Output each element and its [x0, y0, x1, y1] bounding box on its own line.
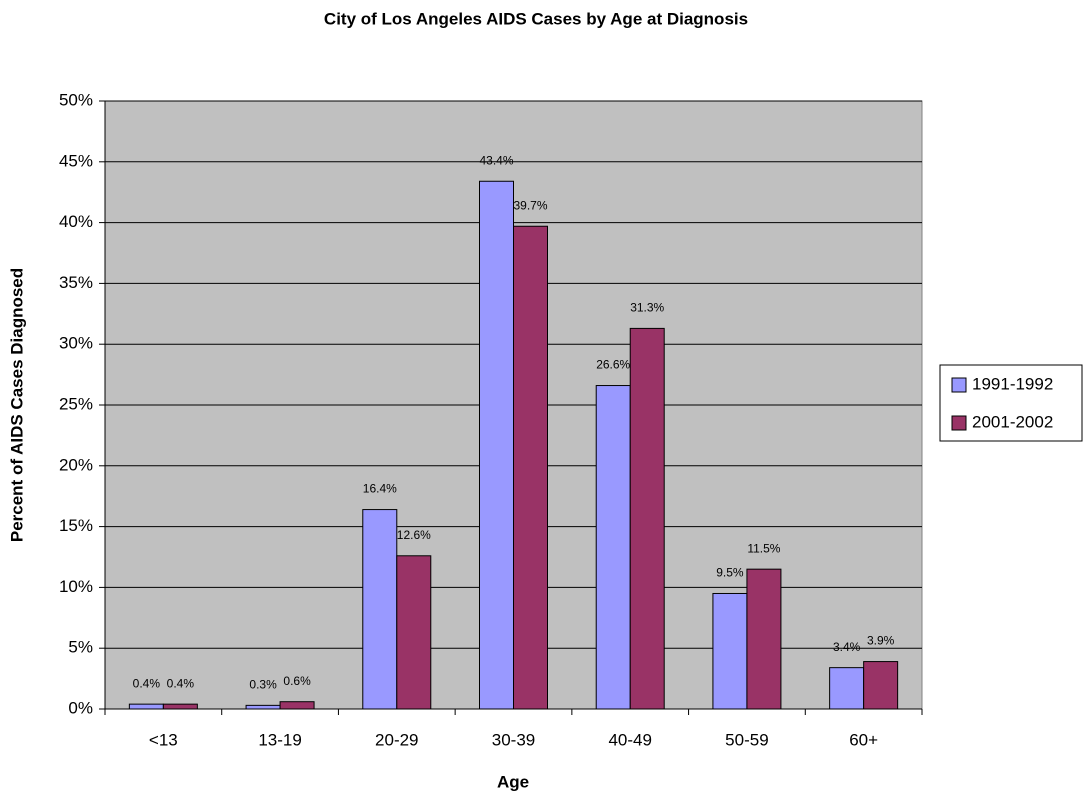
x-tick-label: 20-29 [375, 730, 418, 749]
bar [479, 180, 514, 710]
x-tick-label: 60+ [849, 730, 878, 749]
value-label: 43.4% [479, 153, 513, 167]
bar [513, 225, 548, 710]
bar [279, 701, 315, 710]
value-label: 9.5% [716, 566, 744, 580]
x-tick-label: 40-49 [608, 730, 651, 749]
value-label: 31.3% [630, 301, 664, 315]
bar [829, 667, 865, 710]
y-tick-label: 15% [59, 516, 93, 535]
x-tick-label: 13-19 [258, 730, 301, 749]
x-tick-label: 30-39 [492, 730, 535, 749]
chart-title: City of Los Angeles AIDS Cases by Age at… [324, 9, 748, 28]
legend-swatch [951, 415, 967, 431]
bar [128, 703, 164, 710]
y-axis-label: Percent of AIDS Cases Diagnosed [7, 268, 26, 542]
bar [863, 661, 899, 710]
value-label: 3.9% [867, 634, 895, 648]
y-tick-label: 10% [59, 577, 93, 596]
bar [245, 704, 281, 710]
y-tick-label: 45% [59, 151, 93, 170]
bar [746, 568, 782, 710]
y-tick-label: 30% [59, 334, 93, 353]
y-tick-label: 25% [59, 394, 93, 413]
y-tick-label: 50% [59, 90, 93, 109]
bar [712, 592, 748, 710]
value-label: 0.6% [283, 674, 311, 688]
bar [162, 703, 198, 710]
value-label: 0.4% [167, 676, 195, 690]
y-tick-label: 5% [68, 638, 93, 657]
value-label: 39.7% [513, 198, 547, 212]
x-tick-label: 50-59 [725, 730, 768, 749]
legend-label: 2001-2002 [972, 412, 1053, 431]
legend-swatch [951, 377, 967, 393]
x-tick-label: <13 [149, 730, 178, 749]
value-label: 0.4% [133, 676, 161, 690]
legend-label: 1991-1992 [972, 374, 1053, 393]
value-label: 26.6% [596, 358, 630, 372]
y-tick-label: 35% [59, 273, 93, 292]
y-tick-label: 20% [59, 455, 93, 474]
bar [595, 385, 631, 710]
y-tick-label: 40% [59, 212, 93, 231]
x-axis-label: Age [497, 772, 529, 791]
y-tick-label: 0% [68, 698, 93, 717]
value-label: 0.3% [249, 678, 277, 692]
value-label: 16.4% [363, 482, 397, 496]
value-label: 12.6% [397, 528, 431, 542]
bar [629, 327, 665, 710]
bar [396, 555, 432, 710]
value-label: 11.5% [747, 541, 780, 555]
value-label: 3.4% [833, 640, 861, 654]
bar [362, 509, 398, 710]
